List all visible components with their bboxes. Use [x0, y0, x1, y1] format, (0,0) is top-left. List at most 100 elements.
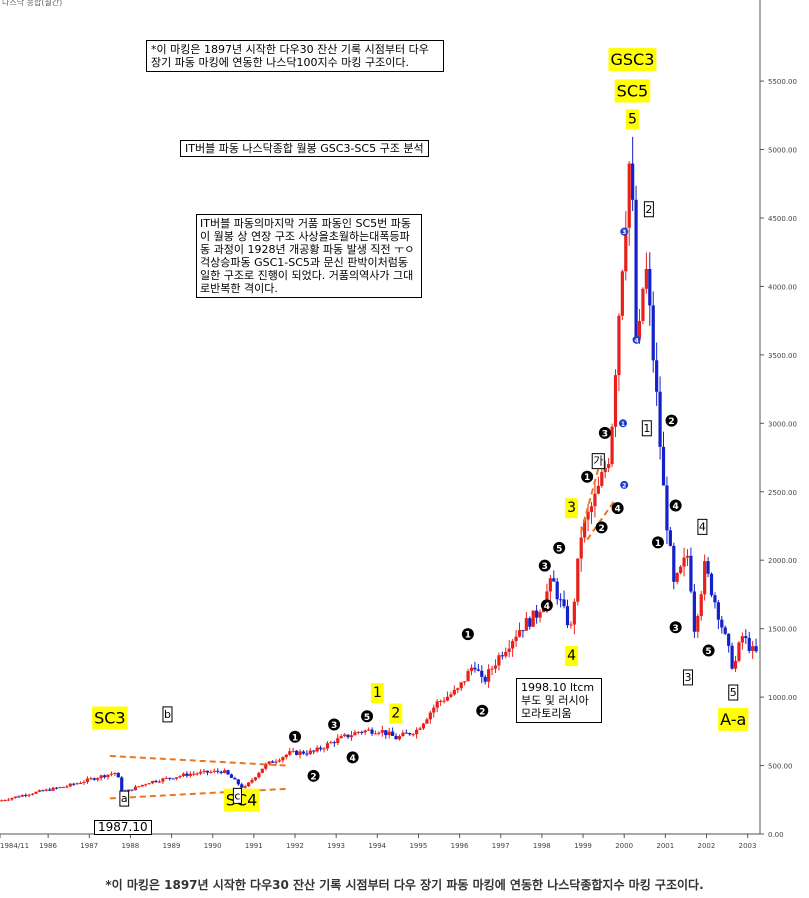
candle-body	[428, 712, 432, 720]
candle-body	[373, 733, 378, 735]
candle-body	[157, 781, 162, 783]
x-tick-label: 1997	[492, 842, 510, 850]
candle-body	[682, 557, 686, 567]
candle-body	[13, 796, 18, 798]
candle-body	[370, 729, 374, 734]
wave-circle-marker	[361, 710, 374, 723]
candle-body	[583, 519, 587, 538]
candle-body	[727, 633, 731, 646]
candle-body	[648, 268, 652, 306]
candle-body	[466, 671, 470, 682]
wave-label: 1	[373, 685, 382, 701]
candle-body	[154, 780, 158, 782]
wave-circle-marker	[553, 541, 566, 554]
wave-circle-marker	[669, 499, 682, 512]
candle-body	[301, 751, 306, 754]
candle-body	[178, 776, 182, 778]
wave-label: 4	[699, 520, 706, 533]
wave-label-box	[92, 706, 128, 730]
wave-label: a	[121, 792, 128, 805]
candle-body	[68, 783, 72, 787]
x-tick-label: 1990	[204, 842, 222, 850]
candle-body	[78, 782, 83, 784]
candle-body	[17, 796, 21, 798]
candle-body	[181, 773, 186, 777]
candle-body	[216, 770, 220, 772]
wave-circle-label: 5	[556, 544, 562, 554]
candle-body	[517, 630, 522, 637]
candle-body	[264, 763, 268, 769]
candle-body	[130, 789, 134, 791]
wave-circle-marker	[307, 769, 320, 782]
candle-body	[65, 786, 69, 788]
candle-body	[243, 786, 247, 788]
candle-body	[44, 789, 48, 791]
candle-body	[593, 493, 597, 507]
candle-body	[730, 645, 734, 669]
wave-label: A-a	[720, 710, 746, 729]
x-tick-label: 1989	[163, 842, 181, 850]
candle-body	[34, 791, 38, 794]
trend-line	[580, 464, 601, 534]
candle-body	[150, 780, 155, 784]
candle-body	[319, 747, 323, 750]
candle-body	[651, 305, 655, 361]
candle-body	[305, 753, 309, 755]
wave-label-box	[728, 684, 739, 701]
wave-label-box	[370, 682, 384, 703]
candle-body	[240, 784, 244, 788]
candle-body	[267, 761, 271, 764]
candle-body	[596, 485, 600, 494]
candle-body	[198, 771, 203, 774]
candle-body	[106, 774, 110, 778]
x-tick-label: 2001	[656, 842, 674, 850]
wave-label: 5	[628, 111, 637, 127]
candle-body	[360, 731, 364, 733]
candle-body	[425, 719, 429, 724]
wave-label: 4	[567, 648, 576, 664]
candle-body	[586, 511, 590, 520]
candle-body	[325, 743, 330, 749]
wave-circle-marker	[669, 621, 682, 634]
candle-body	[58, 787, 62, 789]
candle-body	[209, 771, 213, 773]
candle-body	[3, 800, 7, 802]
candle-body	[675, 573, 679, 582]
y-tick-label: 3500.00	[768, 352, 797, 360]
candle-body	[507, 648, 511, 652]
candle-body	[295, 750, 299, 755]
chart-header-label: 나스닥 종합(월간)	[2, 0, 63, 7]
wave-circle-label: 4	[634, 337, 638, 344]
y-tick-label: 5500.00	[768, 78, 797, 86]
candle-body	[744, 636, 748, 639]
candle-body	[99, 775, 103, 779]
candle-body	[559, 599, 563, 601]
wave-label-box	[119, 790, 130, 807]
wave-label-box	[591, 453, 605, 470]
wave-circle-label: 4	[350, 754, 356, 764]
date-note: 1987.10	[94, 820, 152, 835]
candle-body	[521, 630, 525, 632]
wave-label: 3	[684, 671, 691, 684]
candle-body	[579, 537, 583, 559]
candle-body	[188, 773, 192, 776]
candle-body	[617, 315, 621, 376]
candle-body	[411, 734, 415, 736]
candle-body	[706, 561, 710, 574]
candle-body	[195, 773, 199, 775]
wave-label: c	[234, 789, 240, 802]
candle-body	[418, 728, 422, 730]
wave-label: 2	[645, 203, 652, 216]
candle-body	[171, 778, 175, 780]
wave-circle-label: 2	[622, 482, 626, 489]
candle-body	[487, 669, 491, 682]
candle-body	[85, 778, 90, 782]
candle-body	[637, 320, 642, 339]
y-tick-label: 2500.00	[768, 489, 797, 497]
wave-circle-marker	[538, 559, 551, 572]
wave-circle-marker	[461, 628, 474, 641]
x-tick-label: 1996	[451, 842, 469, 850]
candle-body	[281, 757, 285, 761]
wave-circle-marker	[346, 751, 359, 764]
wave-circle-label: 3	[331, 721, 337, 731]
